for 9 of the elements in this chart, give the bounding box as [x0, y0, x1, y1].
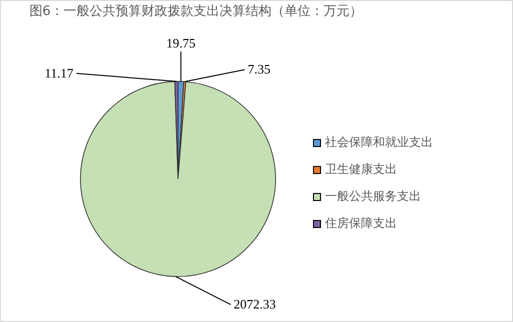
data-label: 19.75 — [166, 35, 196, 50]
data-label: 2072.33 — [234, 296, 276, 312]
legend-label: 卫生健康支出 — [325, 161, 397, 178]
data-label: 11.17 — [44, 65, 74, 80]
legend-label: 社会保障和就业支出 — [325, 134, 433, 151]
legend-label: 住房保障支出 — [325, 215, 397, 232]
legend-label: 一般公共服务支出 — [325, 188, 421, 205]
chart-title: 图6：一般公共预算财政拨款支出决算结构（单位：万元） — [28, 4, 364, 20]
data-label: 7.35 — [248, 62, 271, 77]
